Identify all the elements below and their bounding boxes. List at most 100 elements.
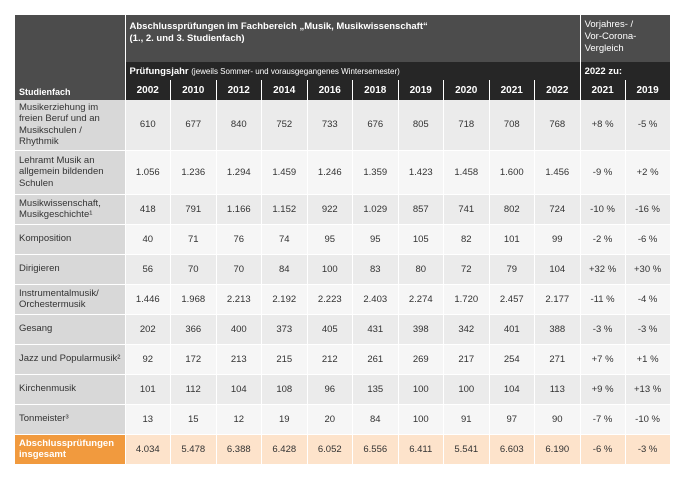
- value-cell: 418: [125, 194, 171, 225]
- value-cell: 104: [216, 374, 262, 405]
- value-cell: 135: [352, 374, 399, 405]
- value-cell: 20: [307, 404, 353, 435]
- comparison-cell: -4 %: [625, 284, 671, 315]
- value-cell: 1.056: [125, 150, 171, 195]
- value-cell: 1.446: [125, 284, 171, 315]
- value-cell: 213: [216, 344, 262, 375]
- value-cell: 708: [489, 100, 535, 151]
- value-cell: 1.166: [216, 194, 262, 225]
- value-cell: 6.411: [398, 434, 444, 465]
- value-cell: 1.459: [261, 150, 308, 195]
- row-label: Abschlussprüfungen insgesamt: [15, 434, 126, 465]
- value-cell: 79: [489, 254, 535, 285]
- value-cell: 2.274: [398, 284, 444, 315]
- table-row: Tonmeister³ 13 15 12 19 20 84 100 91 97 90 -7 % -10 …: [15, 404, 671, 435]
- value-cell: 752: [261, 100, 308, 151]
- value-cell: 1.458: [443, 150, 490, 195]
- value-cell: 215: [261, 344, 308, 375]
- value-cell: 104: [489, 374, 535, 405]
- table-row: Abschlussprüfungen insgesamt 4.034 5.478 6.…: [15, 434, 671, 465]
- comparison-cell: -9 %: [580, 150, 626, 195]
- value-cell: 12: [216, 404, 262, 435]
- value-cell: 105: [398, 224, 444, 255]
- value-cell: 741: [443, 194, 490, 225]
- year-header: 2020: [443, 80, 490, 100]
- value-cell: 90: [534, 404, 581, 435]
- value-cell: 212: [307, 344, 353, 375]
- row-label: Lehramt Musik an allgemein bildenden Sch…: [15, 150, 126, 195]
- value-cell: 217: [443, 344, 490, 375]
- value-cell: 2.457: [489, 284, 535, 315]
- comparison-cell: +30 %: [625, 254, 671, 285]
- value-cell: 13: [125, 404, 171, 435]
- value-cell: 6.556: [352, 434, 399, 465]
- year-header: 2022: [534, 80, 581, 100]
- value-cell: 791: [170, 194, 217, 225]
- subtitle: (1., 2. und 3. Studienfach): [129, 33, 245, 44]
- year-header: 2012: [216, 80, 262, 100]
- value-cell: 104: [534, 254, 581, 285]
- table-row: Gesang 202 366 400 373 405 431 398 342 401 388 -3 %…: [15, 314, 671, 345]
- value-cell: 718: [443, 100, 490, 151]
- comparison-cell: -3 %: [625, 314, 671, 345]
- value-cell: 610: [125, 100, 171, 151]
- value-cell: 802: [489, 194, 535, 225]
- value-cell: 70: [170, 254, 217, 285]
- row-label: Instrumentalmusik/ Orchestermusik: [15, 284, 126, 315]
- value-cell: 84: [261, 254, 308, 285]
- comparison-cell: -10 %: [625, 404, 671, 435]
- table-row: Musikerziehung im freien Beruf und an Mu…: [15, 100, 671, 151]
- year-note: (jeweils Sommer- und vorausgegangenes Wi…: [191, 66, 400, 76]
- row-header: Studienfach: [15, 15, 126, 100]
- value-cell: 172: [170, 344, 217, 375]
- value-cell: 401: [489, 314, 535, 345]
- comparison-title: Vorjahres- / Vor-Corona-Vergleich: [580, 15, 671, 62]
- value-cell: 5.541: [443, 434, 490, 465]
- value-cell: 1.236: [170, 150, 217, 195]
- value-cell: 19: [261, 404, 308, 435]
- value-cell: 40: [125, 224, 171, 255]
- value-cell: 768: [534, 100, 581, 151]
- value-cell: 4.034: [125, 434, 171, 465]
- row-label: Jazz und Popularmusik²: [15, 344, 126, 375]
- value-cell: 724: [534, 194, 581, 225]
- value-cell: 6.603: [489, 434, 535, 465]
- value-cell: 70: [216, 254, 262, 285]
- row-label: Gesang: [15, 314, 126, 345]
- value-cell: 1.600: [489, 150, 535, 195]
- year-label: Prüfungsjahr: [129, 65, 189, 77]
- year-label-cell: Prüfungsjahr (jeweils Sommer- und voraus…: [125, 62, 581, 80]
- year-header: 2014: [261, 80, 308, 100]
- value-cell: 83: [352, 254, 399, 285]
- comparison-cell: -6 %: [580, 434, 626, 465]
- value-cell: 2.223: [307, 284, 353, 315]
- value-cell: 108: [261, 374, 308, 405]
- row-label: Kirchenmusik: [15, 374, 126, 405]
- value-cell: 1.423: [398, 150, 444, 195]
- value-cell: 1.359: [352, 150, 399, 195]
- row-label: Musikerziehung im freien Beruf und an Mu…: [15, 100, 126, 151]
- value-cell: 91: [443, 404, 490, 435]
- value-cell: 101: [125, 374, 171, 405]
- data-table: Studienfach Abschlussprüfungen im Fachbe…: [15, 15, 671, 465]
- comparison-cell: -11 %: [580, 284, 626, 315]
- value-cell: 1.029: [352, 194, 399, 225]
- value-cell: 269: [398, 344, 444, 375]
- value-cell: 254: [489, 344, 535, 375]
- value-cell: 202: [125, 314, 171, 345]
- row-label: Musikwissenschaft, Musikgeschichte¹: [15, 194, 126, 225]
- value-cell: 80: [398, 254, 444, 285]
- value-cell: 1.152: [261, 194, 308, 225]
- value-cell: 96: [307, 374, 353, 405]
- value-cell: 1.720: [443, 284, 490, 315]
- value-cell: 388: [534, 314, 581, 345]
- value-cell: 15: [170, 404, 217, 435]
- value-cell: 1.246: [307, 150, 353, 195]
- comparison-cell: +8 %: [580, 100, 626, 151]
- value-cell: 677: [170, 100, 217, 151]
- value-cell: 1.456: [534, 150, 581, 195]
- comparison-cell: -3 %: [625, 434, 671, 465]
- value-cell: 74: [261, 224, 308, 255]
- value-cell: 676: [352, 100, 399, 151]
